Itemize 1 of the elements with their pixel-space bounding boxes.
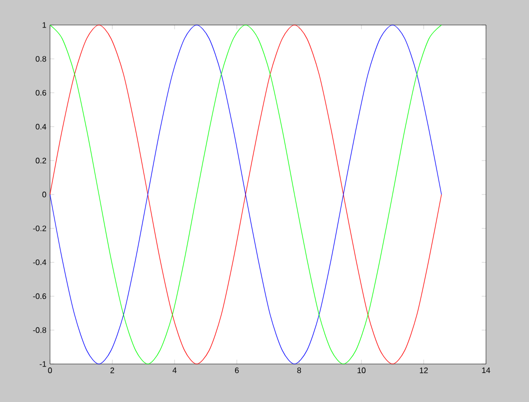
- line-series: [50, 24, 442, 364]
